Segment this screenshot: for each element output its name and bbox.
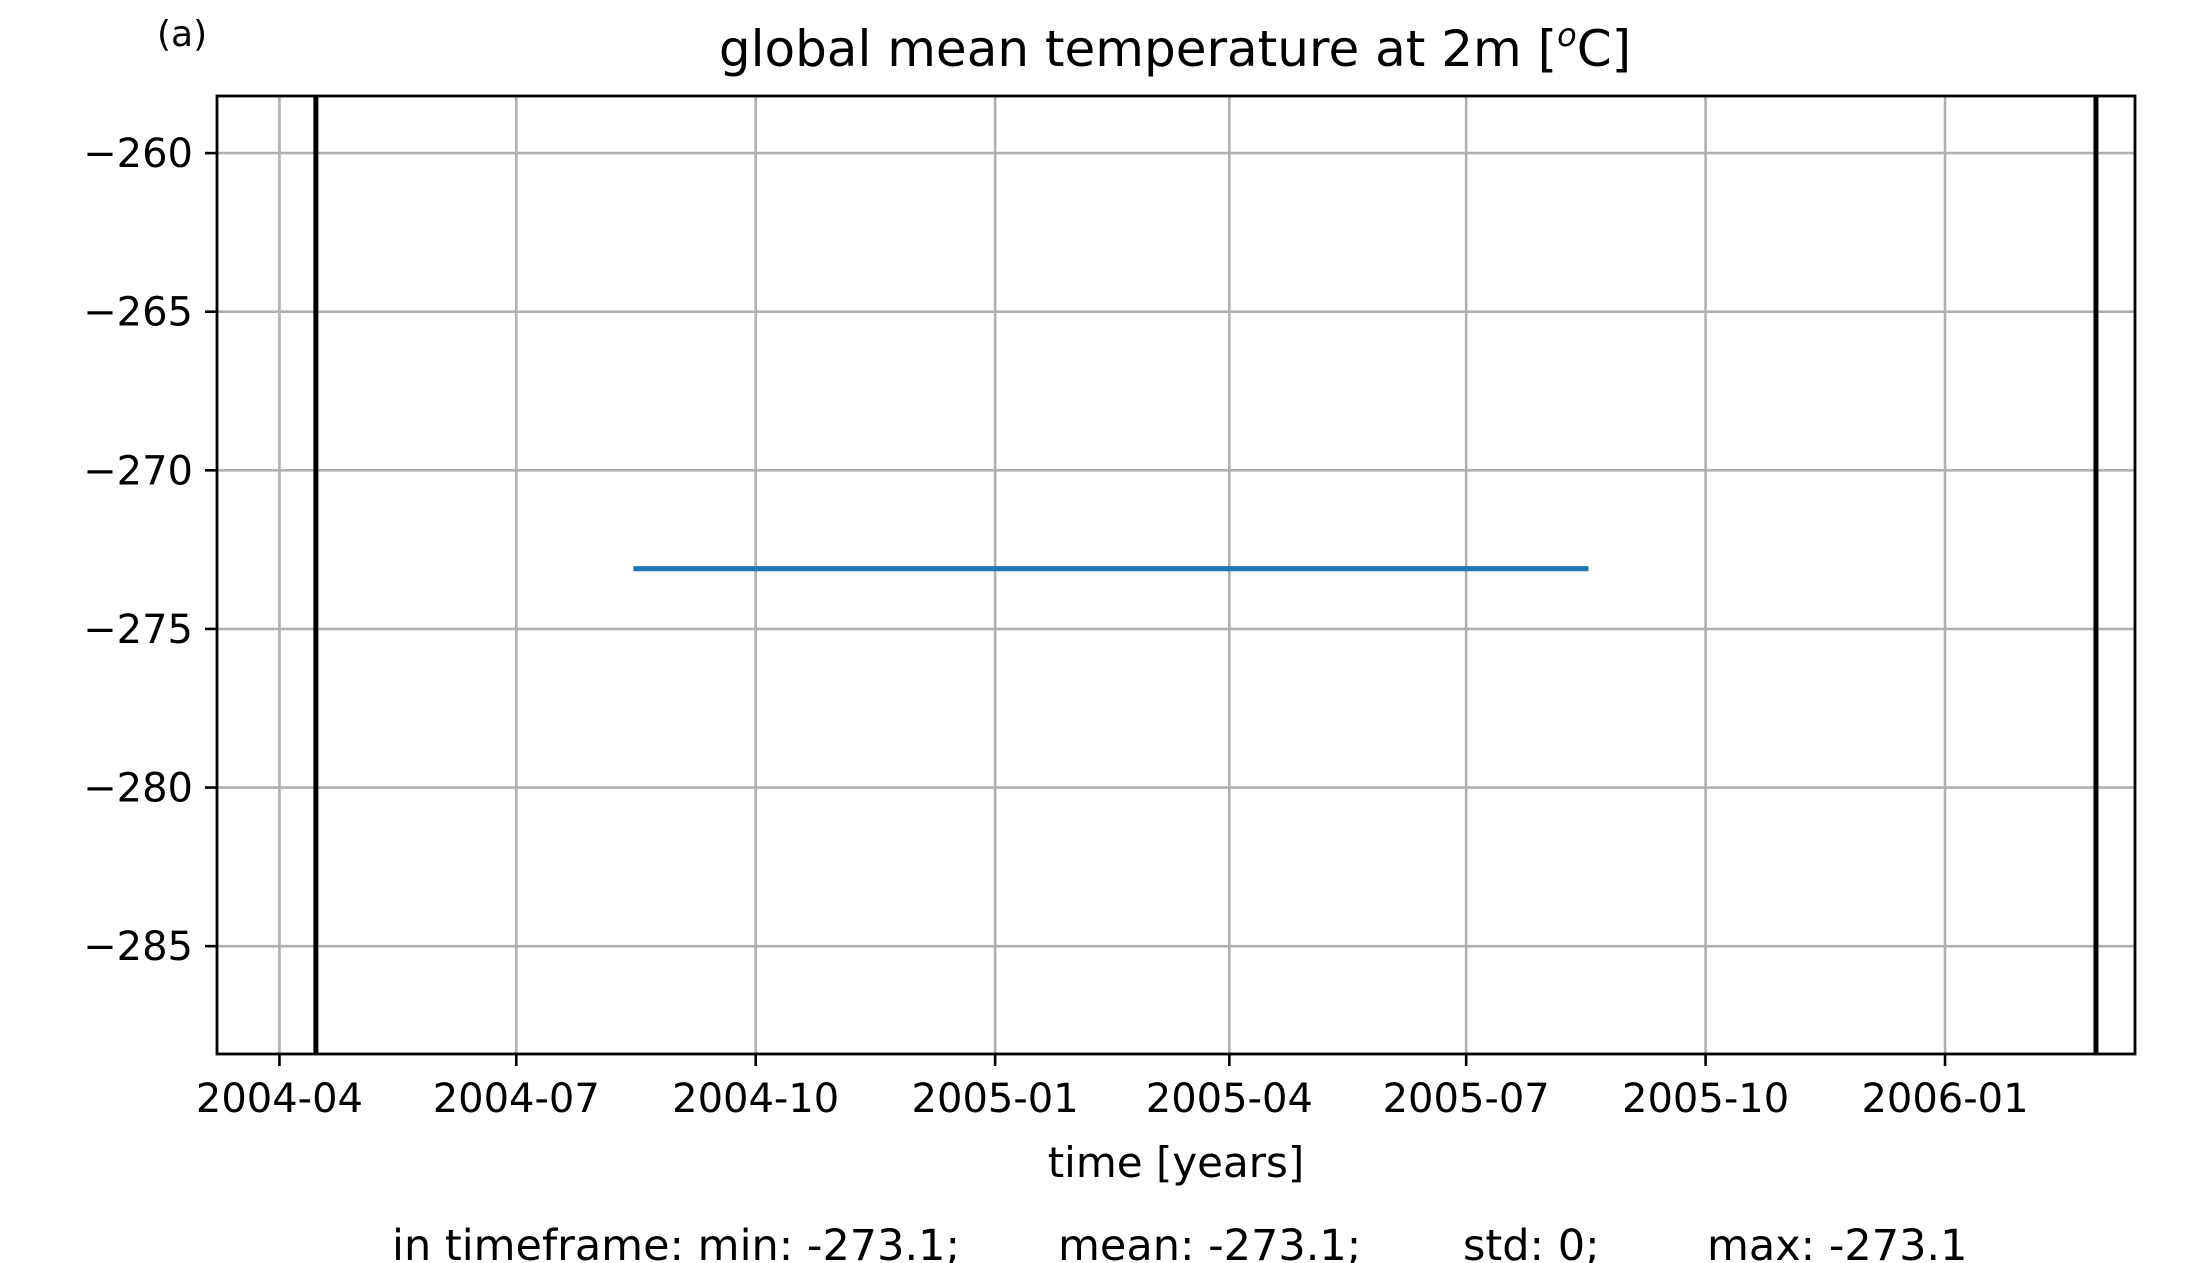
x-tick-label: 2006-01	[1861, 1076, 2028, 1122]
y-tick-label: −270	[83, 448, 193, 494]
x-tick-label: 2005-07	[1383, 1076, 1550, 1122]
x-tick-label: 2004-07	[433, 1076, 600, 1122]
x-tick-label: 2004-10	[672, 1076, 839, 1122]
y-tick-label: −275	[83, 607, 193, 653]
grid	[217, 96, 2135, 1054]
chart-title-superscript: o	[1557, 16, 1577, 54]
stats-min: in timeframe: min: -273.1;	[392, 1221, 960, 1263]
panel-label: (a)	[157, 14, 207, 55]
stats-std: std: 0;	[1463, 1221, 1600, 1263]
stats-max: max: -273.1	[1707, 1221, 1967, 1263]
stats-mean: mean: -273.1;	[1058, 1221, 1361, 1263]
chart-title-main: global mean temperature at 2m [	[719, 20, 1557, 78]
x-axis-ticks: 2004-04 2004-07 2004-10 2005-01 2005-04 2005-…	[196, 1054, 2029, 1122]
y-tick-label: −285	[83, 924, 193, 970]
chart-title: global mean temperature at 2m [oC]	[719, 16, 1631, 78]
chart-title-suffix: C]	[1577, 20, 1631, 78]
x-tick-label: 2005-01	[912, 1076, 1079, 1122]
x-tick-label: 2005-04	[1146, 1076, 1313, 1122]
axes-frame	[215, 94, 2137, 1056]
x-tick-label: 2005-10	[1622, 1076, 1789, 1122]
x-axis-label: time [years]	[1048, 1138, 1305, 1187]
vertical-lines	[313, 96, 2099, 1054]
y-tick-label: −260	[83, 131, 193, 177]
x-tick-label: 2004-04	[196, 1076, 363, 1122]
y-tick-label: −280	[83, 766, 193, 812]
y-axis-ticks: −260 −265 −270 −275 −280 −285	[83, 131, 217, 970]
y-tick-label: −265	[83, 290, 193, 336]
